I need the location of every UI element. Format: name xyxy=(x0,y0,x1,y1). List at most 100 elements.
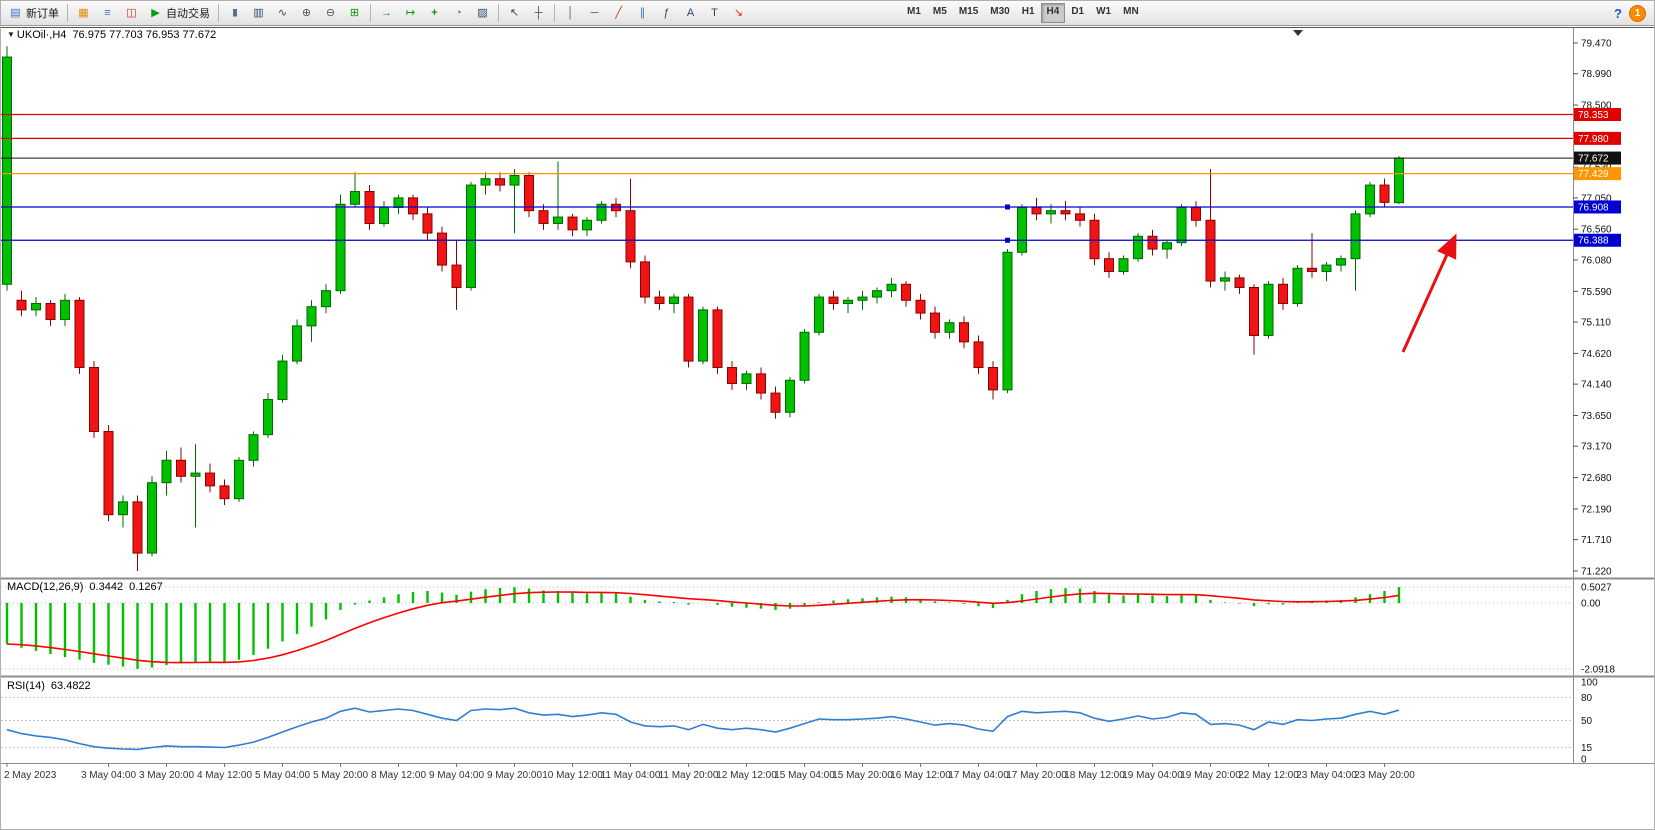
price-axis-label: 75.110 xyxy=(1581,318,1611,329)
auto-scroll-icon: → xyxy=(381,6,392,19)
candle-body xyxy=(1162,242,1172,250)
notification-badge[interactable]: 1 xyxy=(1629,4,1646,22)
zoom-in-button[interactable]: ⊕ xyxy=(295,2,318,24)
candle-body xyxy=(1307,267,1317,272)
candle-body xyxy=(480,178,491,186)
chart-menu-icon[interactable]: ▼ xyxy=(7,30,15,39)
candle-body xyxy=(466,184,476,288)
bar-chart-button[interactable]: ||| xyxy=(223,2,246,24)
price-axis-label: 72.680 xyxy=(1581,473,1612,484)
cursor-button[interactable]: ↖ xyxy=(503,2,526,24)
timeframe-m1[interactable]: M1 xyxy=(907,6,921,17)
chart-shift-button[interactable]: ↦ xyxy=(399,2,422,24)
line-center-handle[interactable] xyxy=(1005,237,1010,243)
timeframe-m5[interactable]: M5 xyxy=(932,6,947,17)
indicators-icon: + xyxy=(431,6,438,19)
timeframe-w1[interactable]: W1 xyxy=(1096,6,1112,17)
trendline-button[interactable]: ╱ xyxy=(607,2,630,24)
tile-windows-button[interactable]: ⊞ xyxy=(343,2,366,24)
auto-trading-button[interactable]: ▶ 自动交易 xyxy=(144,2,214,24)
candle-body xyxy=(770,392,781,413)
price-axis-label: 72.190 xyxy=(1581,504,1612,515)
time-axis-label: 8 May 12:00 xyxy=(371,770,426,781)
trend-arrow-annotation[interactable] xyxy=(1401,233,1457,353)
candle-body xyxy=(741,373,752,384)
candle-body xyxy=(843,299,853,304)
indicators-button[interactable]: + xyxy=(423,2,446,24)
fibonacci-button[interactable]: ƒ xyxy=(655,2,678,24)
candle-body xyxy=(190,472,201,477)
line-center-handle[interactable] xyxy=(1005,204,1010,210)
market-watch-icon: ≡ xyxy=(104,6,111,19)
macd-panel: 0.5027 0.00 -2.0918 xyxy=(1,583,1615,675)
toolbar-separator xyxy=(67,4,68,22)
zoom-out-button[interactable]: ⊖ xyxy=(319,2,342,24)
toolbar-right-group: ? 1 xyxy=(1614,4,1651,22)
candle-body xyxy=(292,325,302,362)
price-axis-label: 76.560 xyxy=(1581,225,1612,236)
candle-body xyxy=(379,206,389,224)
rsi-scale-label: 100 xyxy=(1581,678,1598,689)
candle-body xyxy=(437,232,447,266)
price-axis-label: 77.050 xyxy=(1581,193,1612,204)
arrows-icon: ↘ xyxy=(733,6,744,19)
trendline-icon: ╱ xyxy=(615,6,622,19)
vertical-line-button[interactable]: │ xyxy=(559,2,582,24)
new-order-button[interactable]: ▤ 新订单 xyxy=(4,2,63,24)
candlestick-chart-button[interactable]: ▥ xyxy=(247,2,270,24)
time-axis[interactable]: 2 May 2023 3 May 04:00 3 May 20:00 4 May 12… xyxy=(4,763,1415,781)
timeframe-mn[interactable]: MN xyxy=(1123,6,1139,17)
crosshair-button[interactable]: ┼ xyxy=(527,2,550,24)
navigator-button[interactable]: ◫ xyxy=(120,2,143,24)
candle-body xyxy=(567,216,578,231)
timeframe-m30[interactable]: M30 xyxy=(990,6,1010,17)
candle-body xyxy=(640,261,650,298)
chart-symbol-period: UKOil·,H4 xyxy=(16,29,67,41)
navigator-icon: ◫ xyxy=(126,6,137,19)
templates-button[interactable]: ▨ xyxy=(471,2,494,24)
time-axis-label: 3 May 04:00 xyxy=(81,770,136,781)
candle-body xyxy=(698,309,708,362)
price-badge-text: 76.908 xyxy=(1578,202,1609,213)
help-icon[interactable]: ? xyxy=(1614,5,1622,21)
horizontal-line-button[interactable]: ─ xyxy=(583,2,606,24)
candle-body xyxy=(321,290,331,308)
timeframe-d1[interactable]: D1 xyxy=(1071,6,1085,17)
timeframe-h1[interactable]: H1 xyxy=(1021,6,1035,17)
candle-body xyxy=(553,216,563,224)
market-watch-button[interactable]: ≡ xyxy=(96,2,119,24)
line-chart-button[interactable]: ∿ xyxy=(271,2,294,24)
candle-body xyxy=(901,283,911,301)
channel-button[interactable]: ∥ xyxy=(631,2,654,24)
price-badge-text: 77.429 xyxy=(1578,169,1609,180)
price-axis-label: 78.500 xyxy=(1581,101,1612,112)
chart-shift-marker[interactable] xyxy=(1293,30,1303,36)
time-axis-label: 17 May 04:00 xyxy=(948,770,1009,781)
candle-body xyxy=(350,190,360,205)
candle-body xyxy=(1220,277,1230,282)
candle-body xyxy=(1060,210,1071,215)
timeframe-h4[interactable]: H4 xyxy=(1040,3,1066,23)
label-tool-button[interactable]: T xyxy=(703,2,726,24)
candle-body xyxy=(988,366,998,391)
price-axis-label: 76.080 xyxy=(1581,255,1612,266)
price-badge xyxy=(1574,107,1621,121)
periods-button[interactable]: ◔ xyxy=(447,2,470,24)
rsi-value: 63.4822 xyxy=(50,680,91,692)
time-axis-label: 11 May 04:00 xyxy=(601,770,661,781)
text-tool-button[interactable]: A xyxy=(679,2,702,24)
price-lines: 78.353 77.980 77.672 77.429 76.908 76.388 xyxy=(1,107,1621,247)
time-axis-label: 11 May 20:00 xyxy=(659,770,719,781)
profiles-button[interactable]: ▦ xyxy=(72,2,95,24)
candle-body xyxy=(1292,267,1303,304)
candles-series xyxy=(2,46,1404,571)
new-order-icon: ▤ xyxy=(10,6,21,19)
auto-scroll-button[interactable]: → xyxy=(375,2,398,24)
price-badge xyxy=(1574,233,1621,247)
arrows-tool-button[interactable]: ↘ xyxy=(727,2,750,24)
time-axis-label: 15 May 04:00 xyxy=(774,770,835,781)
price-axis-label: 75.590 xyxy=(1581,287,1612,298)
timeframe-m15[interactable]: M15 xyxy=(958,6,979,17)
candle-body xyxy=(161,459,172,484)
